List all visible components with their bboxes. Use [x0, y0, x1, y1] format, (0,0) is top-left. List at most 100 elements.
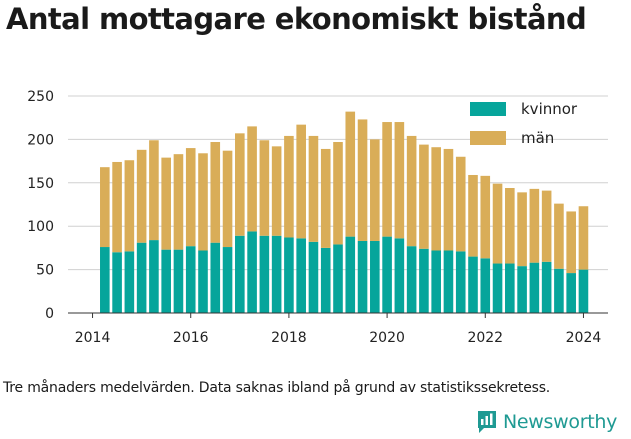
legend: kvinnor män: [470, 100, 578, 147]
legend-label: kvinnor: [521, 100, 578, 118]
y-tick-label: 200: [27, 132, 54, 148]
bar-man: [161, 157, 171, 250]
bar-man: [149, 140, 159, 241]
bar-man: [517, 192, 527, 267]
bar-man: [173, 154, 184, 250]
legend-label: män: [521, 129, 554, 147]
legend-swatch: [470, 102, 506, 116]
x-tick-label: 2024: [566, 330, 602, 346]
bar-kvinnor: [357, 240, 368, 313]
y-tick-label: 150: [27, 176, 54, 192]
x-tick-label: 2022: [467, 330, 503, 346]
bar-man: [124, 160, 135, 252]
bar-kvinnor: [419, 248, 429, 313]
bar-man: [455, 156, 466, 252]
bar-kvinnor: [259, 235, 270, 313]
bar-kvinnor: [370, 240, 380, 313]
bar-kvinnor: [198, 250, 208, 313]
bar-kvinnor: [222, 247, 233, 313]
x-tick-label: 2018: [271, 330, 307, 346]
x-tick-label: 2014: [75, 330, 111, 346]
stacked-bar-chart: 0 50 100 150 200 250 2014 2016 2018 2020 2022 2024…: [27, 89, 608, 346]
bar-man: [406, 135, 417, 247]
bar-kvinnor: [443, 250, 454, 313]
bar-kvinnor: [235, 235, 245, 313]
y-tick-label: 50: [36, 263, 54, 279]
bar-man: [566, 211, 576, 274]
bar-man: [382, 122, 392, 237]
bar-man: [357, 119, 368, 241]
bar-kvinnor: [554, 268, 564, 313]
bar-man: [100, 167, 110, 248]
bar-kvinnor: [455, 251, 466, 313]
bar-man: [480, 175, 491, 259]
bar-man: [284, 135, 294, 238]
bar-kvinnor: [185, 246, 196, 313]
bar-man: [247, 126, 257, 232]
bar-kvinnor: [161, 249, 171, 313]
bar-man: [308, 135, 319, 242]
bar-kvinnor: [517, 266, 527, 313]
footnote: Tre månaders medelvärden. Data saknas ib…: [3, 380, 551, 396]
bar-kvinnor: [382, 236, 392, 313]
bar-man: [185, 148, 196, 247]
bar-man: [443, 148, 454, 251]
bar-kvinnor: [284, 237, 294, 313]
bar-kvinnor: [345, 236, 356, 313]
bars: [100, 111, 589, 313]
bar-man: [136, 149, 147, 243]
bar-kvinnor: [578, 269, 589, 313]
bar-kvinnor: [100, 247, 110, 313]
bar-kvinnor: [333, 244, 343, 313]
y-tick-label: 250: [27, 89, 54, 105]
bar-man: [554, 203, 564, 269]
newsworthy-logo-icon: [478, 411, 496, 433]
bar-man: [505, 188, 515, 264]
x-tick-label: 2020: [369, 330, 405, 346]
y-axis-tick-labels: 0 50 100 150 200 250: [27, 89, 54, 322]
bar-kvinnor: [112, 252, 122, 313]
bar-man: [492, 183, 503, 264]
bar-kvinnor: [541, 261, 552, 313]
bar-kvinnor: [529, 262, 540, 313]
bar-kvinnor: [124, 251, 135, 313]
x-tick-label: 2016: [173, 330, 209, 346]
bar-kvinnor: [173, 249, 184, 313]
bar-kvinnor: [480, 258, 491, 313]
bar-kvinnor: [210, 242, 221, 313]
bar-kvinnor: [136, 242, 147, 313]
chart-title: Antal mottagare ekonomiskt bistånd: [6, 2, 587, 36]
bar-man: [431, 147, 441, 251]
bar-kvinnor: [468, 256, 478, 313]
bar-man: [468, 174, 478, 257]
bar-kvinnor: [149, 240, 159, 313]
bar-kvinnor: [296, 238, 306, 313]
bar-kvinnor: [247, 231, 257, 313]
bar-man: [578, 206, 589, 270]
bar-kvinnor: [394, 238, 405, 313]
bar-man: [112, 161, 122, 253]
bar-man: [222, 150, 233, 248]
bar-man: [296, 124, 306, 239]
bar-man: [333, 142, 343, 245]
brand-logo[interactable]: Newsworthy: [476, 408, 617, 436]
bar-man: [320, 148, 331, 248]
y-tick-label: 100: [27, 219, 54, 235]
x-axis: 2014 2016 2018 2020 2022 2024: [68, 312, 608, 346]
bar-man: [370, 139, 380, 241]
bar-man: [529, 188, 540, 263]
bar-man: [541, 190, 552, 262]
y-tick-label: 0: [45, 306, 54, 322]
bar-kvinnor: [505, 263, 515, 313]
bar-kvinnor: [308, 241, 319, 313]
bar-man: [345, 111, 356, 237]
bar-man: [198, 153, 208, 251]
bar-man: [394, 122, 405, 239]
bar-kvinnor: [492, 263, 503, 313]
bar-man: [235, 133, 245, 236]
legend-swatch: [470, 131, 506, 145]
bar-kvinnor: [320, 247, 331, 313]
bar-kvinnor: [406, 246, 417, 313]
bar-kvinnor: [431, 250, 441, 313]
brand-name: Newsworthy: [503, 411, 618, 433]
